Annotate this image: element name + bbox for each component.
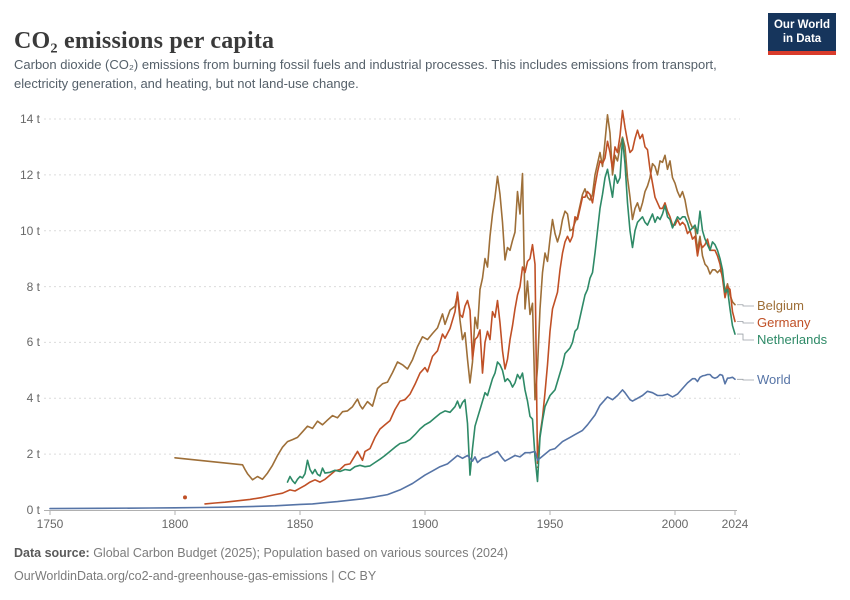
series-line-world[interactable]	[49, 373, 736, 510]
page-title: CO₂ emissions per capita	[14, 28, 275, 55]
footer-source-line: Data source: Global Carbon Budget (2025)…	[14, 546, 508, 560]
series-label-world[interactable]: World	[757, 372, 791, 387]
series-label-belgium[interactable]: Belgium	[757, 298, 804, 313]
series-line-belgium[interactable]	[174, 114, 736, 481]
x-tick-label-2000: 2000	[661, 517, 689, 531]
owid-logo[interactable]: Our World in Data	[768, 13, 836, 55]
y-tick-label-8: 8 t	[26, 279, 40, 294]
x-tick-label-1850: 1850	[286, 517, 314, 531]
y-tick-label-14: 14 t	[19, 112, 40, 126]
x-tick-label-1950: 1950	[536, 517, 564, 531]
series-line-netherlands[interactable]	[286, 137, 736, 485]
footer-source-text: Global Carbon Budget (2025); Population …	[89, 546, 509, 560]
owid-logo-accent-bar	[768, 50, 836, 55]
y-tick-label-0: 0 t	[26, 503, 40, 517]
y-tick-label-6: 6 t	[26, 335, 40, 350]
data-point-germany[interactable]	[183, 495, 187, 500]
chart-subtitle: Carbon dioxide (CO₂) emissions from burn…	[14, 57, 717, 91]
x-tick-label-1900: 1900	[411, 517, 439, 531]
y-tick-label-2: 2 t	[26, 447, 40, 462]
x-tick-label-1800: 1800	[161, 517, 189, 531]
label-connector-germany	[737, 321, 754, 324]
y-tick-label-10: 10 t	[19, 223, 40, 238]
footer-source-label: Data source:	[14, 546, 90, 560]
series-label-germany[interactable]: Germany	[757, 315, 811, 330]
label-connector-belgium	[737, 304, 754, 307]
y-tick-label-4: 4 t	[26, 391, 40, 406]
y-tick-label-12: 12 t	[19, 167, 40, 182]
x-tick-label-2024: 2024	[721, 517, 749, 531]
label-connector-world	[737, 378, 754, 381]
series-label-netherlands[interactable]: Netherlands	[757, 332, 828, 347]
x-tick-label-1750: 1750	[36, 517, 64, 531]
owid-logo-line1: Our World	[773, 19, 830, 31]
footer-link-line[interactable]: OurWorldinData.org/co2-and-greenhouse-ga…	[14, 569, 377, 583]
label-connector-netherlands	[737, 333, 754, 341]
owid-logo-line2: in Data	[782, 33, 822, 46]
